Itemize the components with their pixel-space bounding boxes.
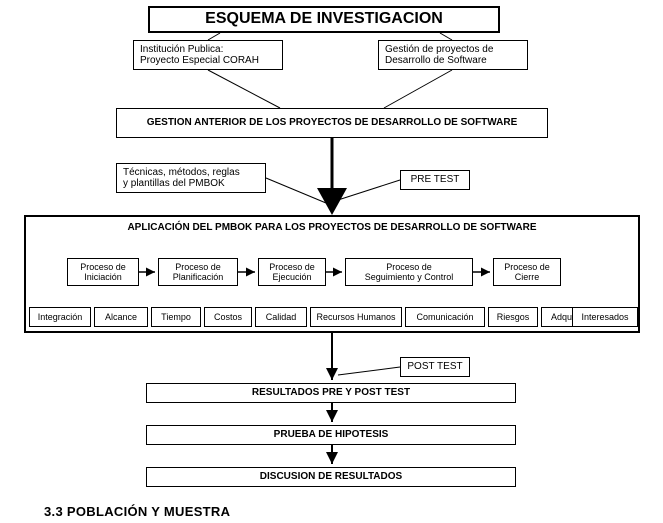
area-tiempo: Tiempo [151, 307, 201, 327]
proceso-iniciacion: Proceso de Iniciación [67, 258, 139, 286]
proceso-seguimiento: Proceso de Seguimiento y Control [345, 258, 473, 286]
posttest-box: POST TEST [400, 357, 470, 377]
area-calidad: Calidad [255, 307, 307, 327]
pmbok-methods-box: Técnicas, métodos, reglas y plantillas d… [116, 163, 266, 193]
discusion-box: DISCUSION DE RESULTADOS [146, 467, 516, 487]
area-interesados-visible: Interesados [572, 307, 638, 327]
gestion-anterior-box: GESTION ANTERIOR DE LOS PROYECTOS DE DES… [116, 108, 548, 138]
proceso-ejecucion: Proceso de Ejecución [258, 258, 326, 286]
resultados-box: RESULTADOS PRE Y POST TEST [146, 383, 516, 403]
flowchart-canvas: ESQUEMA DE INVESTIGACION Institución Pub… [0, 0, 663, 523]
input-right-box: Gestión de proyectos de Desarrollo de So… [378, 40, 528, 70]
title-box: ESQUEMA DE INVESTIGACION [148, 6, 500, 33]
aplicacion-title: APLICACIÓN DEL PMBOK PARA LOS PROYECTOS … [24, 222, 640, 233]
proceso-planificacion: Proceso de Planificación [158, 258, 238, 286]
hipotesis-box: PRUEBA DE HIPOTESIS [146, 425, 516, 445]
area-integracion: Integración [29, 307, 91, 327]
area-alcance: Alcance [94, 307, 148, 327]
gestion-anterior-text: GESTION ANTERIOR DE LOS PROYECTOS DE DES… [147, 117, 518, 129]
input-right-text: Gestión de proyectos de Desarrollo de So… [385, 44, 493, 67]
input-left-text: Institución Publica: Proyecto Especial C… [140, 44, 259, 67]
pretest-text: PRE TEST [411, 174, 460, 186]
title-text: ESQUEMA DE INVESTIGACION [205, 10, 443, 28]
area-riesgos: Riesgos [488, 307, 538, 327]
area-rrhh: Recursos Humanos [310, 307, 402, 327]
pretest-box: PRE TEST [400, 170, 470, 190]
area-comunicacion: Comunicación [405, 307, 485, 327]
pmbok-methods-text: Técnicas, métodos, reglas y plantillas d… [123, 167, 240, 190]
area-costos: Costos [204, 307, 252, 327]
proceso-cierre: Proceso de Cierre [493, 258, 561, 286]
posttest-text: POST TEST [407, 361, 462, 373]
section-heading: 3.3 POBLACIÓN Y MUESTRA [44, 504, 230, 519]
input-left-box: Institución Publica: Proyecto Especial C… [133, 40, 283, 70]
